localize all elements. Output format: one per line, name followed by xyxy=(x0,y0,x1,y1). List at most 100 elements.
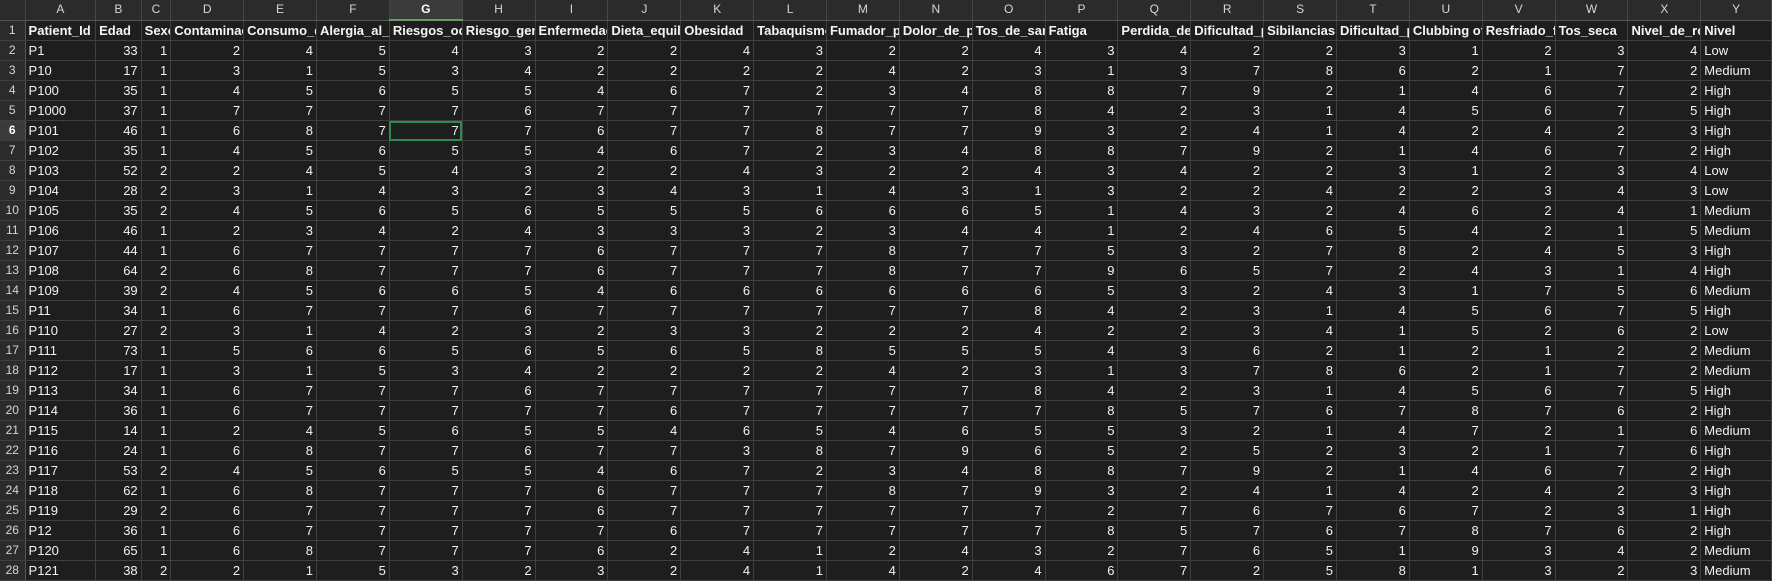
table-cell[interactable]: 7 xyxy=(389,480,463,501)
table-cell[interactable]: 2 xyxy=(1263,160,1337,181)
table-cell[interactable]: 6 xyxy=(316,340,390,361)
table-cell[interactable]: 5 xyxy=(1409,380,1483,401)
table-cell[interactable]: 52 xyxy=(95,160,142,181)
table-cell[interactable]: 1 xyxy=(1409,280,1483,301)
row-header[interactable]: 8 xyxy=(0,160,26,181)
table-cell[interactable]: 1 xyxy=(1336,540,1410,561)
table-cell[interactable]: 7 xyxy=(535,300,609,321)
table-cell[interactable]: 7 xyxy=(1117,460,1192,481)
header-cell[interactable]: Alergia_al_p xyxy=(316,20,390,41)
table-cell[interactable]: 3 xyxy=(1627,480,1702,501)
table-cell[interactable]: 7 xyxy=(389,300,463,321)
table-cell[interactable]: 6 xyxy=(170,440,245,461)
table-cell[interactable]: 4 xyxy=(1190,480,1265,501)
table-cell[interactable]: 7 xyxy=(1555,60,1629,81)
table-cell[interactable]: 1 xyxy=(141,380,172,401)
table-cell[interactable]: 1 xyxy=(243,320,317,341)
table-cell[interactable]: 6 xyxy=(1482,80,1556,101)
table-cell[interactable]: 8 xyxy=(753,440,827,461)
table-cell[interactable]: 7 xyxy=(972,500,1046,521)
table-cell[interactable]: 6 xyxy=(1627,280,1702,301)
table-cell[interactable]: 4 xyxy=(680,540,755,561)
table-cell[interactable]: 5 xyxy=(316,160,390,181)
table-cell[interactable]: 4 xyxy=(1555,200,1629,221)
table-cell[interactable]: 3 xyxy=(462,160,536,181)
table-cell[interactable]: 3 xyxy=(170,180,245,201)
table-cell[interactable]: 7 xyxy=(607,480,682,501)
table-cell[interactable]: 7 xyxy=(680,460,755,481)
table-cell[interactable]: 1 xyxy=(1336,80,1410,101)
table-cell[interactable]: 6 xyxy=(462,380,536,401)
table-cell[interactable]: 4 xyxy=(170,460,245,481)
table-cell[interactable]: 4 xyxy=(826,560,900,581)
table-cell[interactable]: 4 xyxy=(899,540,973,561)
table-cell[interactable]: P104 xyxy=(25,180,97,201)
table-cell[interactable]: 1 xyxy=(141,120,172,141)
row-header[interactable]: 26 xyxy=(0,520,26,541)
table-cell[interactable]: 8 xyxy=(1045,140,1119,161)
table-cell[interactable]: 1 xyxy=(141,520,172,541)
table-cell[interactable]: 2 xyxy=(1190,420,1265,441)
table-cell[interactable]: 2 xyxy=(753,140,827,161)
table-cell[interactable]: 6 xyxy=(1190,540,1265,561)
table-cell[interactable]: 6 xyxy=(316,460,390,481)
table-cell[interactable]: 4 xyxy=(535,460,609,481)
table-cell[interactable]: 2 xyxy=(1627,320,1702,341)
table-cell[interactable]: 7 xyxy=(753,100,827,121)
table-cell[interactable]: 7 xyxy=(753,500,827,521)
table-cell[interactable]: 4 xyxy=(535,140,609,161)
table-cell[interactable]: 7 xyxy=(1409,420,1483,441)
table-cell[interactable]: 2 xyxy=(462,560,536,581)
table-cell[interactable]: High xyxy=(1700,240,1772,261)
table-cell[interactable]: 7 xyxy=(826,300,900,321)
table-cell[interactable]: 3 xyxy=(389,180,463,201)
column-header-i[interactable]: I xyxy=(535,0,609,21)
row-header[interactable]: 9 xyxy=(0,180,26,201)
table-cell[interactable]: 2 xyxy=(1627,60,1702,81)
table-cell[interactable]: 3 xyxy=(1627,560,1702,581)
table-cell[interactable]: 7 xyxy=(389,440,463,461)
row-header[interactable]: 4 xyxy=(0,80,26,101)
table-cell[interactable]: 1 xyxy=(1263,380,1337,401)
table-cell[interactable]: 5 xyxy=(316,560,390,581)
table-cell[interactable]: 3 xyxy=(535,560,609,581)
table-cell[interactable]: 6 xyxy=(462,100,536,121)
table-cell[interactable]: 1 xyxy=(141,360,172,381)
table-cell[interactable]: 7 xyxy=(899,300,973,321)
table-cell[interactable]: 6 xyxy=(170,520,245,541)
table-cell[interactable]: 3 xyxy=(753,160,827,181)
table-cell[interactable]: P12 xyxy=(25,520,97,541)
table-cell[interactable]: 7 xyxy=(753,260,827,281)
table-cell[interactable]: 6 xyxy=(170,260,245,281)
table-cell[interactable]: 7 xyxy=(243,400,317,421)
table-cell[interactable]: Low xyxy=(1700,320,1772,341)
table-cell[interactable]: 7 xyxy=(1336,400,1410,421)
table-cell[interactable]: 6 xyxy=(607,460,682,481)
table-cell[interactable]: 4 xyxy=(1045,380,1119,401)
row-header[interactable]: 6 xyxy=(0,120,26,141)
table-cell[interactable]: 5 xyxy=(389,200,463,221)
column-header-x[interactable]: X xyxy=(1627,0,1702,21)
table-cell[interactable]: 2 xyxy=(1190,40,1265,61)
column-header-k[interactable]: K xyxy=(680,0,755,21)
table-cell[interactable]: 64 xyxy=(95,260,142,281)
table-cell[interactable]: 4 xyxy=(1336,480,1410,501)
table-cell[interactable]: 6 xyxy=(607,400,682,421)
table-cell[interactable]: High xyxy=(1700,120,1772,141)
table-cell[interactable]: 7 xyxy=(1117,140,1192,161)
table-cell[interactable]: 1 xyxy=(243,60,317,81)
table-cell[interactable]: 7 xyxy=(535,520,609,541)
table-cell[interactable]: 2 xyxy=(389,220,463,241)
table-cell[interactable]: 6 xyxy=(1482,380,1556,401)
table-cell[interactable]: 4 xyxy=(1117,200,1192,221)
table-cell[interactable]: 7 xyxy=(316,300,390,321)
table-cell[interactable]: 3 xyxy=(972,360,1046,381)
table-cell[interactable]: 1 xyxy=(1482,360,1556,381)
table-cell[interactable]: 3 xyxy=(1336,160,1410,181)
table-cell[interactable]: 5 xyxy=(753,420,827,441)
table-cell[interactable]: 4 xyxy=(243,40,317,61)
table-cell[interactable]: P121 xyxy=(25,560,97,581)
table-cell[interactable]: 4 xyxy=(899,80,973,101)
table-cell[interactable]: 6 xyxy=(170,500,245,521)
